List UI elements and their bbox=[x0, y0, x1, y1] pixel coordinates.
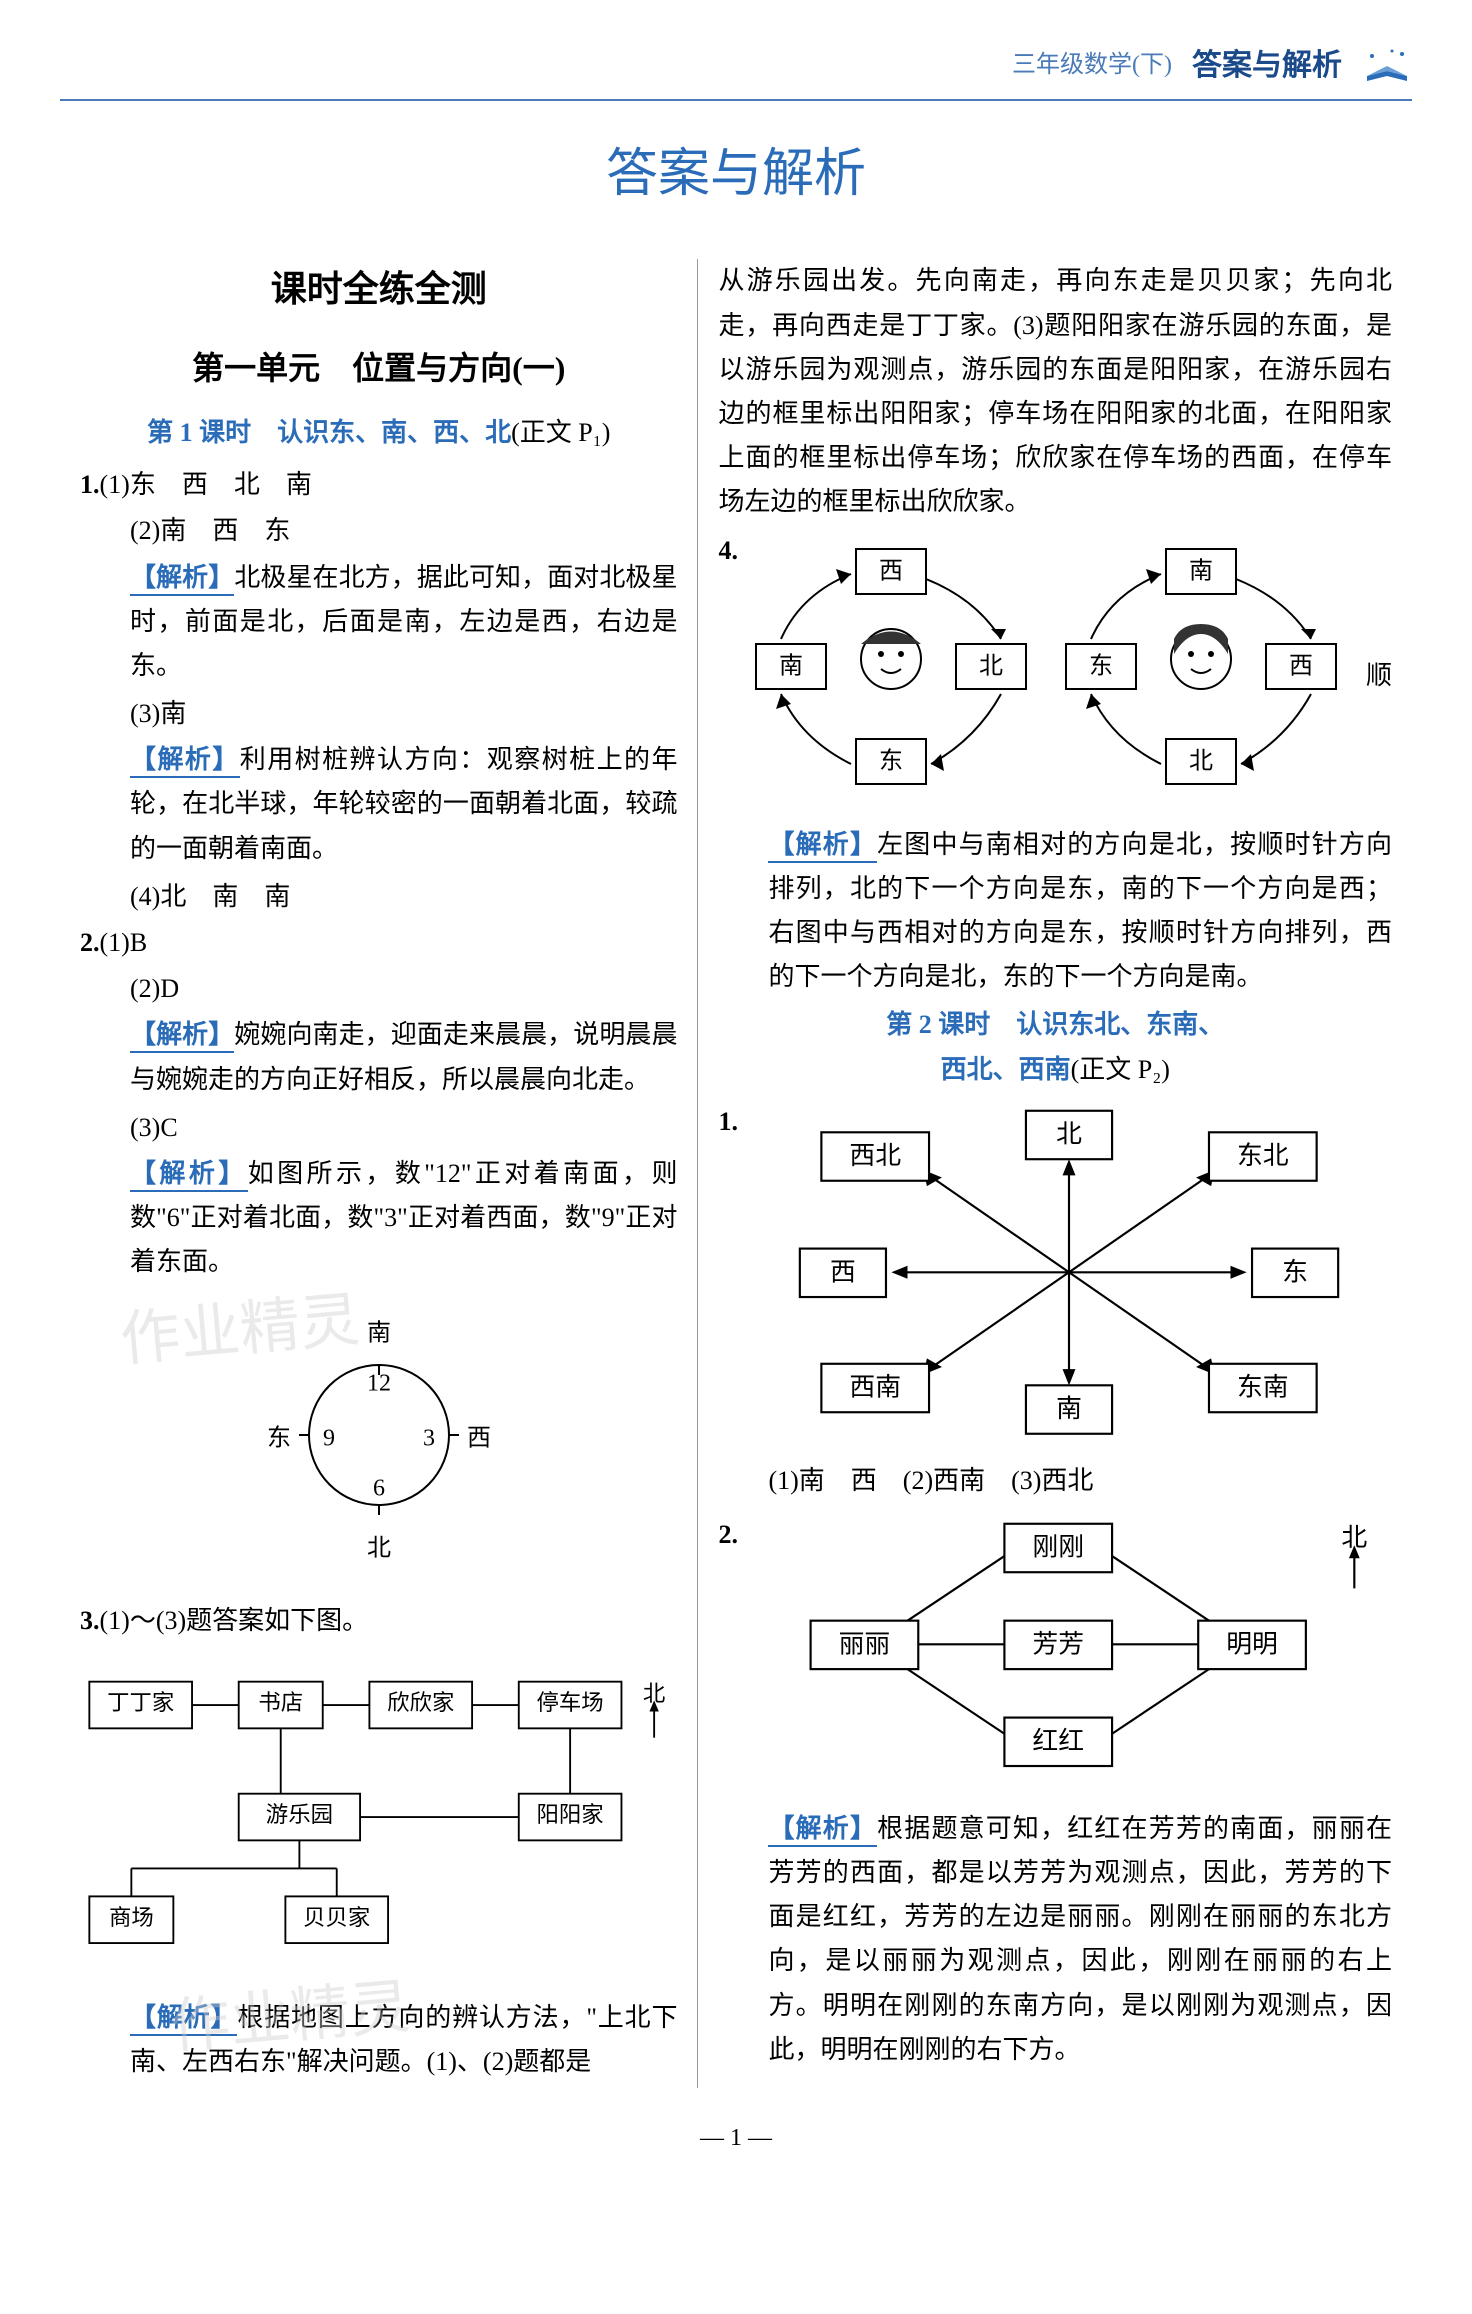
q2-explain2: 【解析】如图所示，数"12"正对着南面，则数"6"正对着北面，数"3"正对着西面… bbox=[80, 1152, 677, 1285]
l2q1-answers: (1)南 西 (2)西南 (3)西北 bbox=[718, 1459, 1392, 1503]
clock-right: 西 bbox=[467, 1425, 491, 1451]
svg-text:芳芳: 芳芳 bbox=[1032, 1629, 1084, 1658]
main-title: 答案与解析 bbox=[60, 131, 1412, 219]
col2-cont1: 从游乐园出发。先向南走，再向东走是贝贝家；先向北走，再向西走是丁丁家。(3)题阳… bbox=[718, 259, 1392, 524]
q2-a2: (2)D bbox=[80, 967, 677, 1011]
clock-6: 6 bbox=[373, 1475, 385, 1501]
svg-text:贝贝家: 贝贝家 bbox=[303, 1905, 370, 1930]
header-subject: 三年级数学(下) bbox=[1012, 45, 1172, 86]
svg-text:西: 西 bbox=[879, 558, 903, 584]
page: 三年级数学(下) 答案与解析 答案与解析 课时全练全测 第一单元 位置与方向(一… bbox=[0, 0, 1472, 2199]
svg-text:西: 西 bbox=[830, 1257, 856, 1286]
kids-map-diagram: 刚刚 丽丽 芳芳 明明 红红 北 bbox=[746, 1513, 1392, 1807]
svg-text:游乐园: 游乐园 bbox=[266, 1802, 333, 1827]
page-header: 三年级数学(下) 答案与解析 bbox=[60, 40, 1412, 101]
explain-tag: 【解析】 bbox=[130, 745, 240, 778]
svg-text:停车场: 停车场 bbox=[537, 1690, 604, 1715]
lesson2-title-l1: 第 2 课时 认识东北、东南、 bbox=[718, 1003, 1392, 1047]
lesson1-page-ref: (正文 P₁) bbox=[511, 418, 610, 447]
lesson1-title: 第 1 课时 认识东、南、西、北(正文 P₁) bbox=[80, 411, 677, 455]
q4-right-compass: 南 东 西 北 bbox=[1056, 539, 1346, 813]
q1-a4: (4)北 南 南 bbox=[80, 875, 677, 919]
q4-row: 4. 西 南 北 东 bbox=[718, 529, 1392, 823]
clock-top: 南 bbox=[367, 1319, 391, 1346]
q2-a3: (3)C bbox=[80, 1106, 677, 1150]
q3-map-diagram: 丁丁家 书店 欣欣家 停车场 游乐园 阳阳家 商场 贝贝家 bbox=[80, 1663, 677, 1976]
q4-diagram: 西 南 北 东 bbox=[746, 539, 1392, 813]
explain-tag: 【解析】 bbox=[768, 830, 877, 863]
q4-explain: 【解析】左图中与南相对的方向是北，按顺时针方向排列，北的下一个方向是东，南的下一… bbox=[718, 823, 1392, 1000]
svg-text:西南: 西南 bbox=[849, 1372, 901, 1401]
clock-bottom: 北 bbox=[367, 1534, 391, 1561]
q1-num: 1. bbox=[80, 470, 100, 499]
svg-text:南: 南 bbox=[1056, 1394, 1082, 1423]
svg-text:丽丽: 丽丽 bbox=[839, 1629, 891, 1658]
q2-a1: 2.(1)B bbox=[80, 921, 677, 965]
two-column-layout: 课时全练全测 第一单元 位置与方向(一) 第 1 课时 认识东、南、西、北(正文… bbox=[60, 259, 1412, 2088]
svg-text:北: 北 bbox=[979, 652, 1003, 679]
right-column: 从游乐园出发。先向南走，再向东走是贝贝家；先向北走，再向西走是丁丁家。(3)题阳… bbox=[698, 259, 1412, 2088]
unit-title: 第一单元 位置与方向(一) bbox=[80, 341, 677, 395]
lesson1-title-text: 第 1 课时 认识东、南、西、北 bbox=[147, 418, 511, 447]
q4-num: 4. bbox=[718, 529, 738, 573]
q3-explain: 【解析】根据地图上方向的辨认方法，"上北下南、左西右东"解决问题。(1)、(2)… bbox=[80, 1996, 677, 2084]
svg-text:西北: 西北 bbox=[849, 1141, 901, 1170]
explain-tag: 【解析】 bbox=[130, 1159, 248, 1192]
svg-text:东北: 东北 bbox=[1237, 1141, 1289, 1170]
clock-left: 东 bbox=[267, 1424, 291, 1451]
lesson2-title: 第 2 课时 认识东北、东南、 西北、西南(正文 P₂) bbox=[718, 1003, 1392, 1091]
l2q2-explain: 【解析】根据题意可知，红红在芳芳的南面，丽丽在芳芳的西面，都是以芳芳为观测点，因… bbox=[718, 1807, 1392, 2072]
l2q2-row: 2. 刚刚 丽丽 芳芳 明明 红红 北 bbox=[718, 1513, 1392, 1807]
q2-explain1: 【解析】婉婉向南走，迎面走来晨晨，说明晨晨与婉婉走的方向正好相反，所以晨晨向北走… bbox=[80, 1013, 677, 1101]
q3-num: 3. bbox=[80, 1606, 100, 1635]
header-title: 答案与解析 bbox=[1192, 40, 1342, 91]
svg-text:西: 西 bbox=[1289, 653, 1313, 679]
explain-tag: 【解析】 bbox=[130, 1020, 234, 1053]
compass-rose-diagram: 北 南 西 东 西北 东北 西南 东南 bbox=[746, 1100, 1392, 1459]
book-icon bbox=[1362, 46, 1412, 86]
svg-text:北: 北 bbox=[1189, 747, 1213, 774]
q2-num: 2. bbox=[80, 928, 100, 957]
q1-a2: (2)南 西 东 bbox=[80, 509, 677, 553]
q1-explain2: 【解析】利用树桩辨认方向：观察树桩上的年轮，在北半球，年轮较密的一面朝着北面，较… bbox=[80, 738, 677, 871]
q1-explain1: 【解析】北极星在北方，据此可知，面对北极星时，前面是北，后面是南，左边是西，右边… bbox=[80, 556, 677, 689]
svg-text:欣欣家: 欣欣家 bbox=[387, 1690, 454, 1715]
svg-text:阳阳家: 阳阳家 bbox=[537, 1802, 604, 1827]
svg-text:书店: 书店 bbox=[258, 1690, 303, 1715]
svg-text:东: 东 bbox=[879, 747, 903, 774]
q3-intro: 3.(1)～(3)题答案如下图。 bbox=[80, 1599, 677, 1643]
svg-text:东: 东 bbox=[1089, 652, 1113, 679]
clock-3: 3 bbox=[423, 1425, 435, 1451]
svg-text:明明: 明明 bbox=[1226, 1629, 1278, 1658]
svg-text:东南: 东南 bbox=[1237, 1372, 1289, 1401]
page-number: — 1 — bbox=[60, 2118, 1412, 2159]
lesson2-title-l2: 西北、西南 bbox=[941, 1055, 1071, 1084]
svg-text:南: 南 bbox=[779, 652, 803, 679]
clock-diagram: 南 12 北 6 东 9 西 3 bbox=[80, 1305, 677, 1579]
q4-cw-label: 顺 bbox=[1366, 654, 1392, 698]
svg-text:红红: 红红 bbox=[1032, 1726, 1084, 1755]
explain-tag: 【解析】 bbox=[130, 2003, 237, 2036]
svg-text:刚刚: 刚刚 bbox=[1032, 1532, 1084, 1561]
l2q1-row: 1. bbox=[718, 1100, 1392, 1459]
clock-9: 9 bbox=[323, 1425, 335, 1451]
lesson2-page-ref: (正文 P₂) bbox=[1071, 1055, 1170, 1084]
section-title: 课时全练全测 bbox=[80, 259, 677, 320]
left-column: 课时全练全测 第一单元 位置与方向(一) 第 1 课时 认识东、南、西、北(正文… bbox=[60, 259, 698, 2088]
q1-a1: 1.(1)东 西 北 南 bbox=[80, 463, 677, 507]
svg-text:南: 南 bbox=[1189, 557, 1213, 584]
l2q1-num: 1. bbox=[718, 1100, 738, 1144]
l2q2-num: 2. bbox=[718, 1513, 738, 1557]
q4-left-compass: 西 南 北 东 bbox=[746, 539, 1036, 813]
svg-text:商场: 商场 bbox=[109, 1905, 154, 1930]
svg-text:东: 东 bbox=[1282, 1257, 1308, 1286]
svg-text:北: 北 bbox=[1056, 1119, 1082, 1148]
explain-tag: 【解析】 bbox=[130, 563, 234, 596]
q1-a3: (3)南 bbox=[80, 692, 677, 736]
svg-text:丁丁家: 丁丁家 bbox=[107, 1690, 174, 1715]
explain-tag: 【解析】 bbox=[768, 1814, 877, 1847]
